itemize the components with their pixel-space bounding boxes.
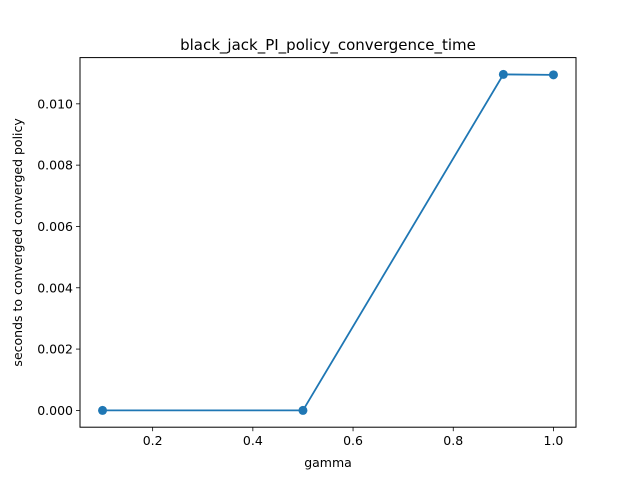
y-tick-label: 0.006 [37, 219, 73, 234]
x-tick-label: 0.2 [143, 433, 163, 448]
series-line [102, 73, 554, 412]
x-axis-label: gamma [304, 455, 352, 470]
y-tick-label: 0.008 [37, 158, 73, 173]
y-axis-label: seconds to converged converged policy [10, 118, 25, 367]
data-point [98, 405, 108, 415]
data-point [548, 70, 558, 80]
plot-area [79, 57, 577, 428]
x-tick-label: 1.0 [544, 433, 564, 448]
x-tick-label: 0.6 [343, 433, 363, 448]
series-layer [98, 69, 558, 415]
data-point [298, 405, 308, 415]
y-tick-label: 0.002 [37, 342, 73, 357]
data-point [498, 69, 508, 79]
x-tick-label: 0.4 [243, 433, 263, 448]
x-axis: 0.2 0.4 0.6 0.8 1.0 [143, 427, 564, 448]
y-tick-label: 0.000 [37, 403, 73, 418]
y-tick-label: 0.004 [37, 280, 73, 295]
chart-title: black_jack_PI_policy_convergence_time [180, 36, 476, 55]
y-tick-label: 0.010 [37, 96, 73, 111]
x-tick-label: 0.8 [443, 433, 463, 448]
y-axis: 0.000 0.002 0.004 0.006 0.008 0.010 [37, 96, 80, 418]
